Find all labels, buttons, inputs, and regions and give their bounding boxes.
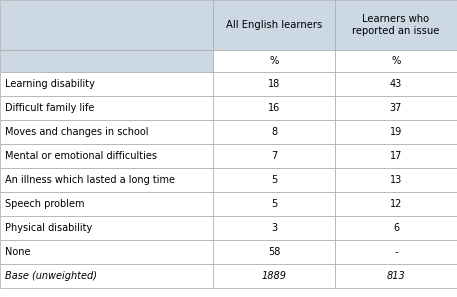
- Bar: [0, 96, 213, 120]
- Text: 5: 5: [271, 199, 277, 209]
- Bar: [213, 216, 335, 240]
- Bar: [0, 144, 213, 168]
- Bar: [0, 168, 213, 192]
- Text: An illness which lasted a long time: An illness which lasted a long time: [5, 175, 175, 185]
- Bar: [335, 168, 457, 192]
- Bar: [335, 144, 457, 168]
- Text: Moves and changes in school: Moves and changes in school: [5, 127, 149, 137]
- Bar: [335, 72, 457, 96]
- Bar: [335, 264, 457, 288]
- Text: 3: 3: [271, 223, 277, 233]
- Bar: [213, 96, 335, 120]
- Text: 58: 58: [268, 247, 280, 257]
- Text: Physical disability: Physical disability: [5, 223, 92, 233]
- Bar: [213, 120, 335, 144]
- Bar: [335, 96, 457, 120]
- Text: 37: 37: [390, 103, 402, 113]
- Bar: [213, 50, 335, 72]
- Text: Mental or emotional difficulties: Mental or emotional difficulties: [5, 151, 157, 161]
- Text: 13: 13: [390, 175, 402, 185]
- Bar: [213, 168, 335, 192]
- Bar: [0, 192, 213, 216]
- Text: 16: 16: [268, 103, 280, 113]
- Text: Base (unweighted): Base (unweighted): [5, 271, 97, 281]
- Text: 1889: 1889: [261, 271, 287, 281]
- Text: 8: 8: [271, 127, 277, 137]
- Text: Difficult family life: Difficult family life: [5, 103, 95, 113]
- Text: 813: 813: [387, 271, 405, 281]
- Bar: [213, 264, 335, 288]
- Text: Speech problem: Speech problem: [5, 199, 85, 209]
- Bar: [335, 240, 457, 264]
- Bar: [0, 72, 213, 96]
- Text: 6: 6: [393, 223, 399, 233]
- Bar: [0, 240, 213, 264]
- Bar: [213, 240, 335, 264]
- Bar: [0, 0, 213, 50]
- Text: 19: 19: [390, 127, 402, 137]
- Text: Learning disability: Learning disability: [5, 79, 95, 89]
- Text: 17: 17: [390, 151, 402, 161]
- Bar: [335, 50, 457, 72]
- Text: 7: 7: [271, 151, 277, 161]
- Bar: [213, 192, 335, 216]
- Bar: [213, 72, 335, 96]
- Bar: [335, 0, 457, 50]
- Text: 18: 18: [268, 79, 280, 89]
- Bar: [0, 264, 213, 288]
- Text: All English learners: All English learners: [226, 20, 322, 30]
- Bar: [335, 216, 457, 240]
- Text: Learners who
reported an issue: Learners who reported an issue: [352, 14, 440, 36]
- Text: None: None: [5, 247, 31, 257]
- Bar: [213, 144, 335, 168]
- Bar: [0, 50, 213, 72]
- Text: %: %: [391, 56, 401, 66]
- Text: -: -: [394, 247, 398, 257]
- Bar: [0, 120, 213, 144]
- Text: 5: 5: [271, 175, 277, 185]
- Bar: [335, 120, 457, 144]
- Bar: [213, 0, 335, 50]
- Text: 12: 12: [390, 199, 402, 209]
- Text: 43: 43: [390, 79, 402, 89]
- Bar: [335, 192, 457, 216]
- Text: %: %: [269, 56, 279, 66]
- Bar: [0, 216, 213, 240]
